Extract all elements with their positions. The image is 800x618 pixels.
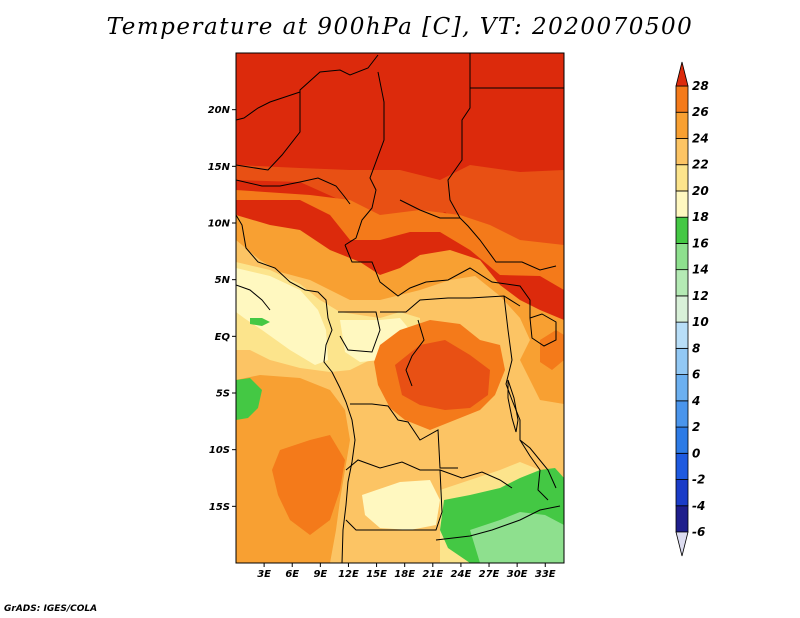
map-axes: 3E 6E 9E 12E 15E 18E 21E 24E 27E 30E 33E 20N 15N 10N 5…: [208, 105, 556, 580]
x-tick-label: 6E: [285, 569, 299, 580]
colorbar-label: 18: [692, 210, 709, 224]
colorbar-label: -2: [692, 473, 705, 487]
temperature-contour-6: [236, 268, 328, 365]
border-a: [236, 54, 379, 171]
y-tick-label: 15S: [209, 502, 230, 513]
temperature-contour-2: [236, 190, 564, 290]
colorbar-label: -6: [692, 525, 705, 539]
colorbar-swatch: [675, 164, 689, 192]
border-r: [399, 199, 460, 219]
lake-tanganyika: [507, 379, 519, 433]
border-m: [519, 439, 549, 501]
border-i: [350, 403, 458, 469]
colorbar-label: 16: [692, 236, 709, 250]
y-tick-label: 5N: [215, 275, 231, 286]
colorbar-swatch: [675, 216, 689, 244]
colorbar-swatch: [675, 243, 689, 271]
y-tick-label: 10N: [208, 219, 231, 230]
border-o: [405, 319, 425, 387]
border-q: [236, 91, 301, 121]
x-tick-label: 12E: [338, 569, 359, 580]
colorbar-swatch: [675, 321, 689, 349]
x-tick-label: 24E: [451, 569, 472, 580]
x-tick-label: 9E: [313, 569, 327, 580]
colorbar-swatch: [675, 190, 689, 218]
colorbar-label: 20: [692, 184, 709, 198]
y-tick-label: EQ: [215, 332, 231, 343]
colorbar-over-triangle: [675, 61, 689, 87]
x-tick-label: 30E: [507, 569, 528, 580]
chart-title: Temperature at 900hPa [C], VT: 202007050…: [106, 14, 694, 40]
colorbar-label: 2: [692, 420, 700, 434]
colorbar-label: 28: [692, 79, 709, 93]
temperature-contour-16: [470, 512, 564, 563]
colorbar-swatch: [675, 269, 689, 297]
lake-victoria: [529, 313, 557, 347]
border-b: [344, 71, 385, 246]
temperature-field: [236, 53, 564, 563]
colorbar-swatch: [675, 426, 689, 454]
colorbar-swatch: [675, 347, 689, 375]
x-tick-label: 33E: [535, 569, 556, 580]
colorbar-label: 24: [692, 131, 709, 145]
temperature-contour-12: [236, 378, 262, 420]
colorbar-label: 14: [692, 263, 709, 277]
colorbar-swatch: [675, 479, 689, 507]
colorbar-label: 22: [692, 158, 709, 172]
colorbar-label: 26: [692, 105, 709, 119]
colorbar-label: 12: [692, 289, 709, 303]
country-borders: [236, 53, 564, 563]
map-frame: [235, 52, 565, 564]
colorbar-swatch: [675, 400, 689, 428]
colorbar-swatch: [675, 505, 689, 533]
x-tick-label: 18E: [394, 569, 415, 580]
y-tick-label: 5S: [216, 389, 230, 400]
colorbar-swatch: [675, 452, 689, 480]
border-p: [439, 469, 513, 489]
colorbar-under-triangle: [675, 531, 689, 557]
grads-credit: GrADS: IGES/COLA: [4, 604, 98, 614]
border-k: [435, 505, 561, 541]
colorbar-label: 0: [692, 446, 700, 460]
border-e: [236, 177, 351, 205]
x-tick-label: 27E: [479, 569, 500, 580]
y-tick-label: 20N: [208, 105, 231, 116]
border-g: [338, 311, 381, 353]
colorbar-label: 10: [692, 315, 709, 329]
coastline-west: [236, 214, 356, 563]
y-tick-label: 15N: [208, 162, 231, 173]
colorbar-swatch: [675, 111, 689, 139]
colorbar-label: -4: [692, 499, 705, 513]
colorbar-swatch: [675, 85, 689, 113]
colorbar-swatch: [675, 374, 689, 402]
colorbar-label: 4: [691, 394, 700, 408]
temperature-contour-19: [250, 318, 270, 326]
colorbar-swatch: [675, 295, 689, 323]
temperature-contour-11: [272, 435, 345, 535]
colorbar-swatch: [675, 138, 689, 166]
x-tick-label: 3E: [257, 569, 271, 580]
x-tick-label: 21E: [422, 569, 443, 580]
colorbar-label: 6: [692, 368, 700, 382]
temperature-contour-18: [540, 330, 564, 370]
y-tick-label: 10S: [209, 445, 230, 456]
border-n: [236, 284, 271, 311]
border-j: [345, 459, 443, 531]
x-tick-label: 15E: [366, 569, 387, 580]
border-f: [344, 244, 531, 318]
temperature-contour-9: [395, 340, 490, 410]
colorbar-label: 8: [692, 341, 700, 355]
temperature-contour-17: [362, 480, 440, 530]
